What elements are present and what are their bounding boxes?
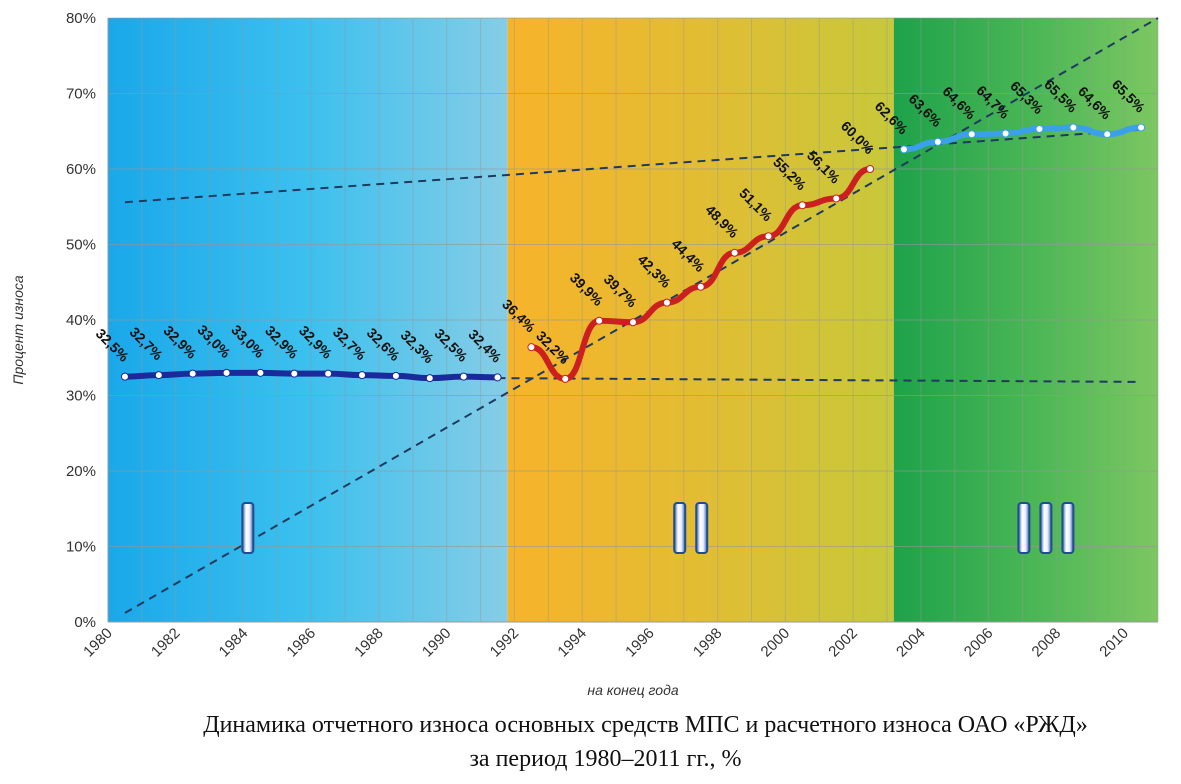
data-point <box>391 371 400 380</box>
y-tick-label: 70% <box>66 86 96 103</box>
data-point <box>764 232 773 241</box>
data-point <box>595 316 604 325</box>
data-point <box>256 368 265 377</box>
data-point <box>358 371 367 380</box>
period-marker-bar <box>1017 502 1031 554</box>
data-point <box>899 145 908 154</box>
chart: 0%10%20%30%40%50%60%70%80%1980 1982 1984 19… <box>10 10 1159 698</box>
data-point <box>629 318 637 327</box>
period-marker-III: III <box>1017 502 1075 554</box>
y-tick-label: 30% <box>66 388 96 405</box>
data-point <box>1103 130 1112 139</box>
data-point <box>967 130 976 139</box>
data-point <box>662 298 671 307</box>
data-point <box>1137 123 1146 132</box>
chart-subtitle: за период 1980–2011 гг., % <box>469 746 742 772</box>
data-point <box>527 343 536 352</box>
data-point <box>222 368 231 377</box>
period-marker-II: II <box>673 502 709 554</box>
data-point <box>696 282 705 291</box>
data-point <box>730 248 739 257</box>
trend-steep <box>124 17 1159 614</box>
data-point <box>561 374 570 383</box>
trend-upper <box>124 128 1142 204</box>
data-point <box>324 369 333 378</box>
period-marker-bar <box>673 502 687 554</box>
y-tick-label: 80% <box>66 10 96 27</box>
data-point <box>1001 129 1010 138</box>
period-marker-bar <box>241 502 255 554</box>
y-tick-label: 0% <box>74 614 96 631</box>
data-point <box>832 194 841 203</box>
data-point <box>798 201 807 210</box>
data-point <box>120 372 129 381</box>
chart-title: Динамика отчетного износа основных средс… <box>203 712 1088 738</box>
period-marker-bar <box>1061 502 1075 554</box>
data-point <box>290 369 299 378</box>
period-marker-I: I <box>241 502 255 554</box>
y-tick-label: 40% <box>66 312 96 329</box>
data-point <box>425 374 434 383</box>
period-marker-bar <box>695 502 709 554</box>
data-point <box>1035 124 1044 133</box>
data-point <box>933 137 942 146</box>
data-point <box>866 165 875 173</box>
y-tick-label: 10% <box>66 539 96 556</box>
period-marker-bar <box>1039 502 1053 554</box>
y-tick-label: 50% <box>66 237 96 254</box>
data-point <box>154 371 163 380</box>
y-tick-label: 60% <box>66 161 96 178</box>
data-point <box>1069 123 1078 132</box>
data-point <box>493 373 502 382</box>
y-axis-title: Процент износа <box>10 275 26 385</box>
x-axis-title: на конец года <box>587 682 678 698</box>
y-tick-label: 20% <box>66 463 96 480</box>
data-point <box>459 372 468 381</box>
data-point <box>188 369 197 378</box>
trend-flat <box>497 377 1142 383</box>
